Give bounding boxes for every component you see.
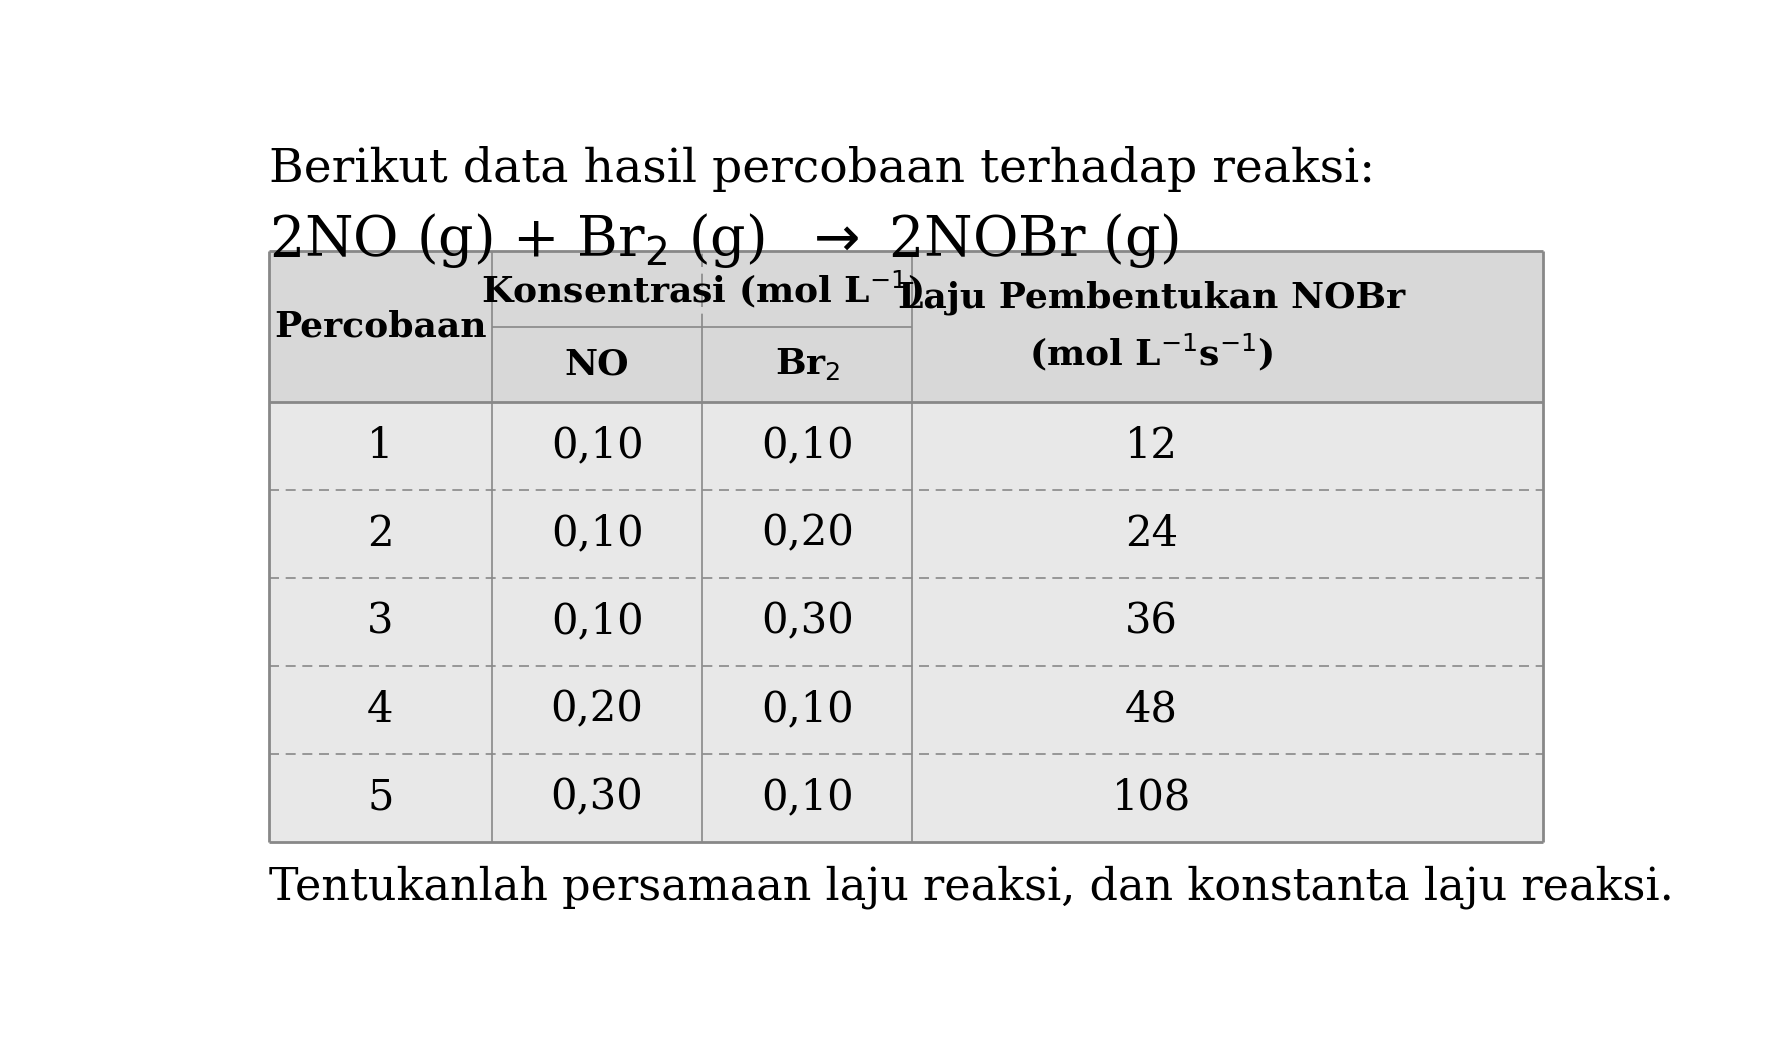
Text: 2NO (g) + Br$_2$ (g)  $\rightarrow$ 2NOBr (g): 2NO (g) + Br$_2$ (g) $\rightarrow$ 2NOBr… [269,211,1179,270]
Text: 0,30: 0,30 [550,777,644,819]
Text: Tentukanlah persamaan laju reaksi, dan konstanta laju reaksi.: Tentukanlah persamaan laju reaksi, dan k… [269,866,1674,909]
Text: 24: 24 [1124,512,1177,554]
Text: Laju Pembentukan NOBr
(mol L$^{-1}$s$^{-1}$): Laju Pembentukan NOBr (mol L$^{-1}$s$^{-… [898,280,1406,373]
Text: 0,10: 0,10 [760,777,854,819]
Text: 2: 2 [368,512,394,554]
Text: 0,20: 0,20 [550,689,644,731]
Bar [269,251,1543,841]
Text: 1: 1 [368,425,394,467]
Text: Br$_2$: Br$_2$ [774,346,840,382]
Text: 48: 48 [1124,689,1177,731]
Text: NO: NO [564,348,629,381]
Text: 0,10: 0,10 [760,425,854,467]
Text: 0,10: 0,10 [552,601,644,643]
Text: 108: 108 [1112,777,1192,819]
Text: 5: 5 [368,777,394,819]
Text: 4: 4 [368,689,394,731]
Bar [269,251,1543,402]
Text: 12: 12 [1124,425,1177,467]
Text: 0,10: 0,10 [552,425,644,467]
Text: 0,20: 0,20 [760,512,854,554]
Text: Konsentrasi (mol L$^{-1}$): Konsentrasi (mol L$^{-1}$) [481,269,923,310]
Text: 36: 36 [1124,601,1177,643]
Text: 0,10: 0,10 [552,512,644,554]
Text: 0,30: 0,30 [760,601,854,643]
Text: Percobaan: Percobaan [274,310,486,343]
Text: 3: 3 [368,601,394,643]
Text: 0,10: 0,10 [760,689,854,731]
Text: Berikut data hasil percobaan terhadap reaksi:: Berikut data hasil percobaan terhadap re… [269,146,1376,192]
